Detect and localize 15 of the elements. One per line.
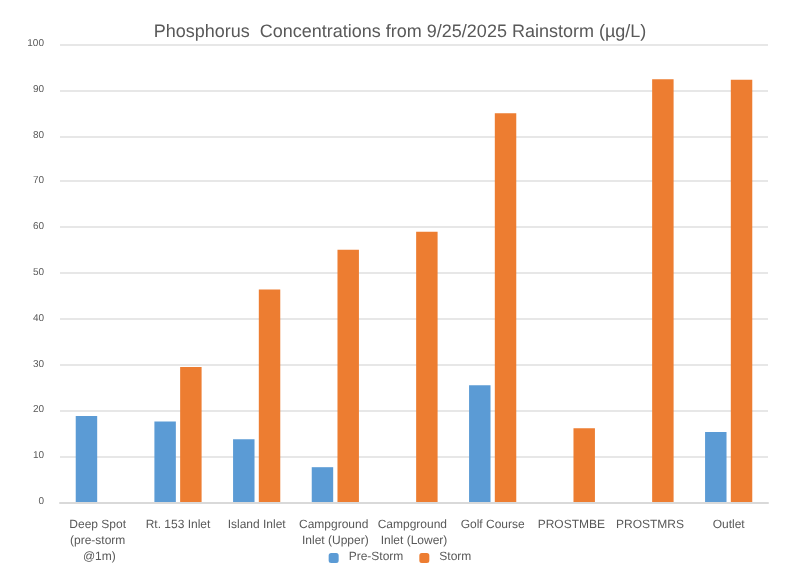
bar	[573, 428, 595, 502]
chart-title: Phosphorus Concentrations from 9/25/2025 Rainstorm (µg/L)	[153, 21, 647, 41]
bar	[180, 366, 202, 502]
bar	[258, 289, 281, 502]
bar	[494, 113, 517, 502]
bar	[416, 231, 438, 502]
bar	[730, 79, 753, 502]
bar	[233, 439, 255, 502]
bar	[337, 249, 359, 502]
bar	[154, 421, 176, 502]
bar	[705, 431, 727, 502]
bar	[469, 385, 491, 502]
bar	[75, 415, 98, 502]
bar	[311, 467, 334, 502]
bar	[652, 79, 674, 502]
